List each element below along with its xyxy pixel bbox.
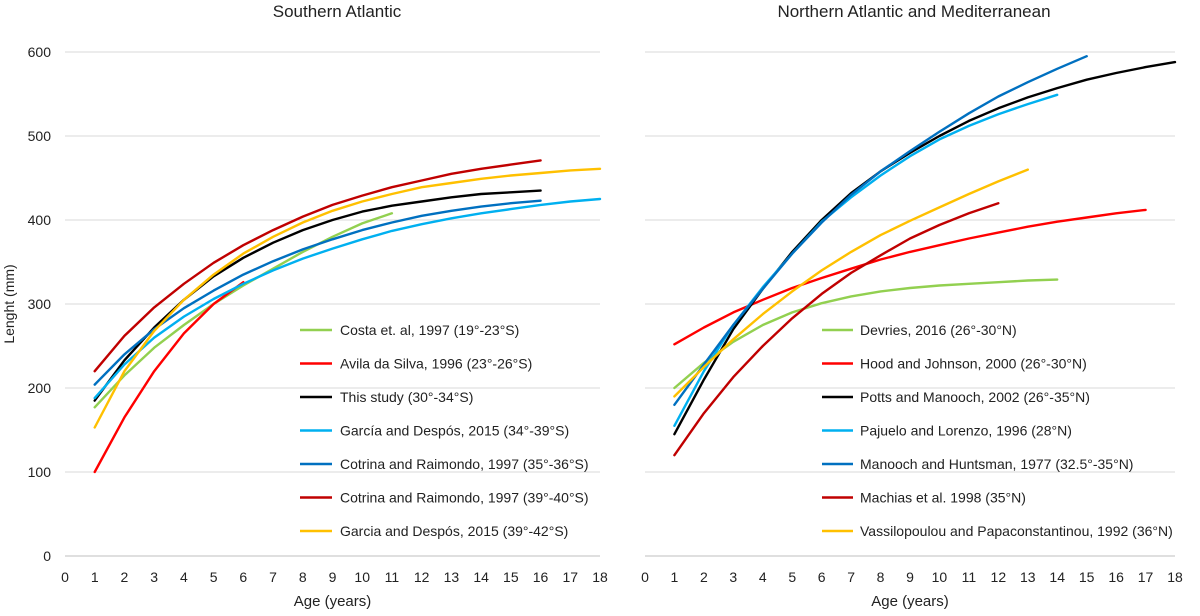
x-tick-label: 1 — [91, 569, 99, 585]
x-tick-label: 8 — [299, 569, 307, 585]
series-line — [93, 281, 245, 474]
x-tick-label: 3 — [729, 569, 737, 585]
x-tick-label: 14 — [1049, 569, 1065, 585]
x-tick-label: 16 — [1108, 569, 1124, 585]
x-tick-label: 8 — [877, 569, 885, 585]
chart-title: Northern Atlantic and Mediterranean — [777, 2, 1050, 21]
y-tick-label: 600 — [28, 44, 52, 60]
series-line — [93, 197, 602, 400]
legend-label: Devries, 2016 (26°-30°N) — [860, 322, 1017, 338]
legend-label: Vassilopoulou and Papaconstantinou, 1992… — [860, 523, 1173, 539]
legend-label: Machias et al. 1998 (35°N) — [860, 490, 1026, 506]
y-tick-label: 300 — [28, 296, 52, 312]
legend-label: Cotrina and Raimondo, 1997 (39°-40°S) — [340, 490, 589, 506]
series-line — [93, 159, 542, 373]
y-tick-label: 200 — [28, 380, 52, 396]
legend-label: García and Despós, 2015 (34°-39°S) — [340, 423, 569, 439]
series-line — [673, 168, 1030, 398]
legend: Costa et. al, 1997 (19°-23°S) Avila da Si… — [300, 322, 589, 539]
x-tick-label: 11 — [385, 569, 400, 585]
legend-label: Costa et. al, 1997 (19°-23°S) — [340, 322, 519, 338]
x-tick-label: 0 — [641, 569, 649, 585]
x-tick-label: 12 — [991, 569, 1007, 585]
x-tick-label: 2 — [121, 569, 129, 585]
series-line — [673, 278, 1059, 390]
y-tick-label: 0 — [43, 548, 51, 564]
x-tick-label: 18 — [1167, 569, 1183, 585]
legend-label: Garcia and Despós, 2015 (39°-42°S) — [340, 523, 568, 539]
x-tick-label: 13 — [444, 569, 460, 585]
x-tick-label: 11 — [962, 569, 977, 585]
x-tick-label: 7 — [269, 569, 277, 585]
y-axis-label: Lenght (mm) — [1, 264, 17, 343]
x-axis-label: Age (years) — [871, 593, 949, 610]
x-tick-label: 9 — [906, 569, 914, 585]
x-tick-label: 15 — [503, 569, 519, 585]
series-line — [93, 167, 602, 429]
x-axis-label: Age (years) — [294, 593, 372, 610]
x-tick-label: 16 — [533, 569, 549, 585]
y-tick-label: 100 — [28, 464, 52, 480]
x-tick-label: 17 — [1138, 569, 1154, 585]
x-tick-label: 13 — [1020, 569, 1036, 585]
legend-label: Pajuelo and Lorenzo, 1996 (28°N) — [860, 423, 1072, 439]
x-tick-label: 7 — [847, 569, 855, 585]
x-tick-label: 9 — [329, 569, 337, 585]
x-tick-label: 1 — [671, 569, 679, 585]
series-line — [673, 55, 1088, 406]
x-tick-label: 14 — [473, 569, 489, 585]
series-line — [673, 201, 1000, 457]
x-tick-label: 6 — [239, 569, 247, 585]
x-tick-label: 0 — [61, 569, 69, 585]
legend-label: Avila da Silva, 1996 (23°-26°S) — [340, 356, 532, 372]
series-line — [93, 212, 394, 409]
legend-label: Manooch and Huntsman, 1977 (32.5°-35°N) — [860, 456, 1133, 472]
x-tick-label: 12 — [414, 569, 430, 585]
y-tick-label: 500 — [28, 128, 52, 144]
y-tick-label: 400 — [28, 212, 52, 228]
chart-title: Southern Atlantic — [273, 2, 402, 21]
legend-label: Cotrina and Raimondo, 1997 (35°-36°S) — [340, 456, 589, 472]
legend-label: Potts and Manooch, 2002 (26°-35°N) — [860, 389, 1090, 405]
x-tick-label: 5 — [210, 569, 218, 585]
legend-label: This study (30°-34°S) — [340, 389, 473, 405]
x-tick-label: 3 — [150, 569, 158, 585]
x-tick-label: 10 — [932, 569, 948, 585]
series-line — [673, 93, 1059, 427]
x-tick-label: 5 — [788, 569, 796, 585]
series-line — [93, 199, 542, 386]
x-tick-label: 17 — [562, 569, 578, 585]
x-tick-label: 4 — [759, 569, 767, 585]
x-tick-label: 18 — [592, 569, 608, 585]
x-tick-label: 4 — [180, 569, 188, 585]
x-tick-label: 15 — [1079, 569, 1095, 585]
x-tick-label: 6 — [818, 569, 826, 585]
x-tick-label: 2 — [700, 569, 708, 585]
x-tick-label: 10 — [354, 569, 370, 585]
legend: Devries, 2016 (26°-30°N) Hood and Johnson… — [822, 322, 1173, 539]
legend-label: Hood and Johnson, 2000 (26°-30°N) — [860, 356, 1087, 372]
